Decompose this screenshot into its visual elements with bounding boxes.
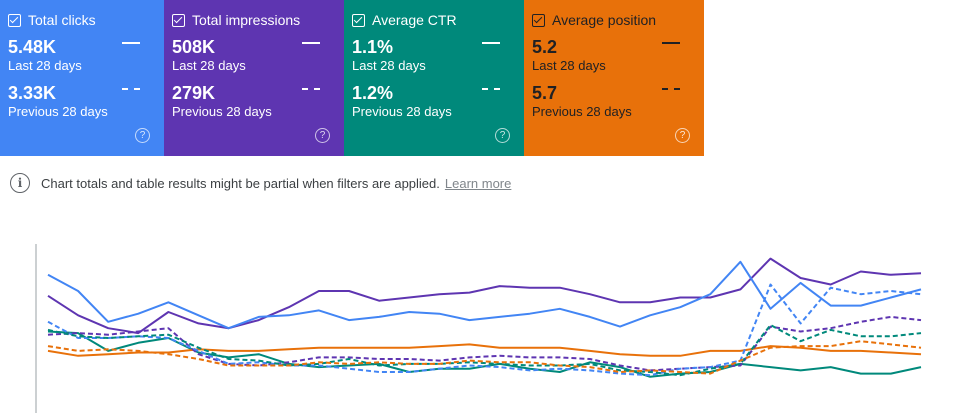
current-value: 5.48K xyxy=(8,37,57,57)
previous-period-label: Previous 28 days xyxy=(8,104,108,119)
previous-period-label: Previous 28 days xyxy=(532,104,632,119)
series-line-ctr-previous xyxy=(47,324,922,377)
performance-line-chart xyxy=(35,244,922,413)
checkbox-checked-icon[interactable] xyxy=(532,13,545,27)
card-total-clicks[interactable]: Total clicks 5.48K Last 28 days 3.33K Pr… xyxy=(0,0,164,156)
current-period-label: Last 28 days xyxy=(532,58,606,73)
card-header: Total clicks xyxy=(8,9,156,31)
series-line-position-current xyxy=(47,343,922,357)
card-title: Average CTR xyxy=(372,12,457,28)
current-metric: 5.2 Last 28 days xyxy=(532,36,696,74)
partial-data-notice: i Chart totals and table results might b… xyxy=(10,173,511,193)
current-value: 1.1% xyxy=(352,37,394,57)
current-period-label: Last 28 days xyxy=(172,58,246,73)
previous-value: 5.7 xyxy=(532,83,558,103)
card-title: Total clicks xyxy=(28,12,96,28)
card-header: Average position xyxy=(532,9,696,31)
card-total-impressions[interactable]: Total impressions 508K Last 28 days 279K… xyxy=(164,0,344,156)
solid-line-legend-icon xyxy=(662,42,680,44)
previous-value: 1.2% xyxy=(352,83,394,103)
card-title: Total impressions xyxy=(192,12,301,28)
previous-value: 279K xyxy=(172,83,216,103)
solid-line-legend-icon xyxy=(482,42,500,44)
previous-metric: 3.33K Previous 28 days xyxy=(8,82,156,120)
card-average-position[interactable]: Average position 5.2 Last 28 days 5.7 Pr… xyxy=(524,0,704,156)
current-metric: 508K Last 28 days xyxy=(172,36,336,74)
card-average-ctr[interactable]: Average CTR 1.1% Last 28 days 1.2% Previ… xyxy=(344,0,524,156)
previous-metric: 279K Previous 28 days xyxy=(172,82,336,120)
notice-text: Chart totals and table results might be … xyxy=(41,175,440,191)
series-line-clicks-current xyxy=(47,260,922,330)
previous-period-label: Previous 28 days xyxy=(352,104,452,119)
current-metric: 1.1% Last 28 days xyxy=(352,36,516,74)
card-title: Average position xyxy=(552,12,657,28)
current-metric: 5.48K Last 28 days xyxy=(8,36,156,74)
series-layer xyxy=(47,257,922,378)
help-icon[interactable]: ? xyxy=(495,128,510,143)
series-line-impressions-current xyxy=(47,257,922,335)
current-period-label: Last 28 days xyxy=(8,58,82,73)
series-line-position-previous xyxy=(47,340,922,375)
checkbox-checked-icon[interactable] xyxy=(352,13,365,27)
help-icon[interactable]: ? xyxy=(135,128,150,143)
learn-more-link[interactable]: Learn more xyxy=(444,175,512,191)
previous-period-label: Previous 28 days xyxy=(172,104,272,119)
card-header: Total impressions xyxy=(172,9,336,31)
previous-metric: 1.2% Previous 28 days xyxy=(352,82,516,120)
current-value: 508K xyxy=(172,37,216,57)
dashed-line-legend-icon xyxy=(122,88,140,90)
checkbox-checked-icon[interactable] xyxy=(172,13,185,27)
series-line-clicks-previous xyxy=(47,283,922,377)
dashed-line-legend-icon xyxy=(482,88,500,90)
current-value: 5.2 xyxy=(532,37,558,57)
previous-metric: 5.7 Previous 28 days xyxy=(532,82,696,120)
checkbox-checked-icon[interactable] xyxy=(8,13,21,27)
dashed-line-legend-icon xyxy=(302,88,320,90)
metric-cards: Total clicks 5.48K Last 28 days 3.33K Pr… xyxy=(0,0,704,156)
help-icon[interactable]: ? xyxy=(675,128,690,143)
current-period-label: Last 28 days xyxy=(352,58,426,73)
help-icon[interactable]: ? xyxy=(315,128,330,143)
previous-value: 3.33K xyxy=(8,83,57,103)
solid-line-legend-icon xyxy=(302,42,320,44)
solid-line-legend-icon xyxy=(122,42,140,44)
info-icon: i xyxy=(10,173,30,193)
dashed-line-legend-icon xyxy=(662,88,680,90)
card-header: Average CTR xyxy=(352,9,516,31)
